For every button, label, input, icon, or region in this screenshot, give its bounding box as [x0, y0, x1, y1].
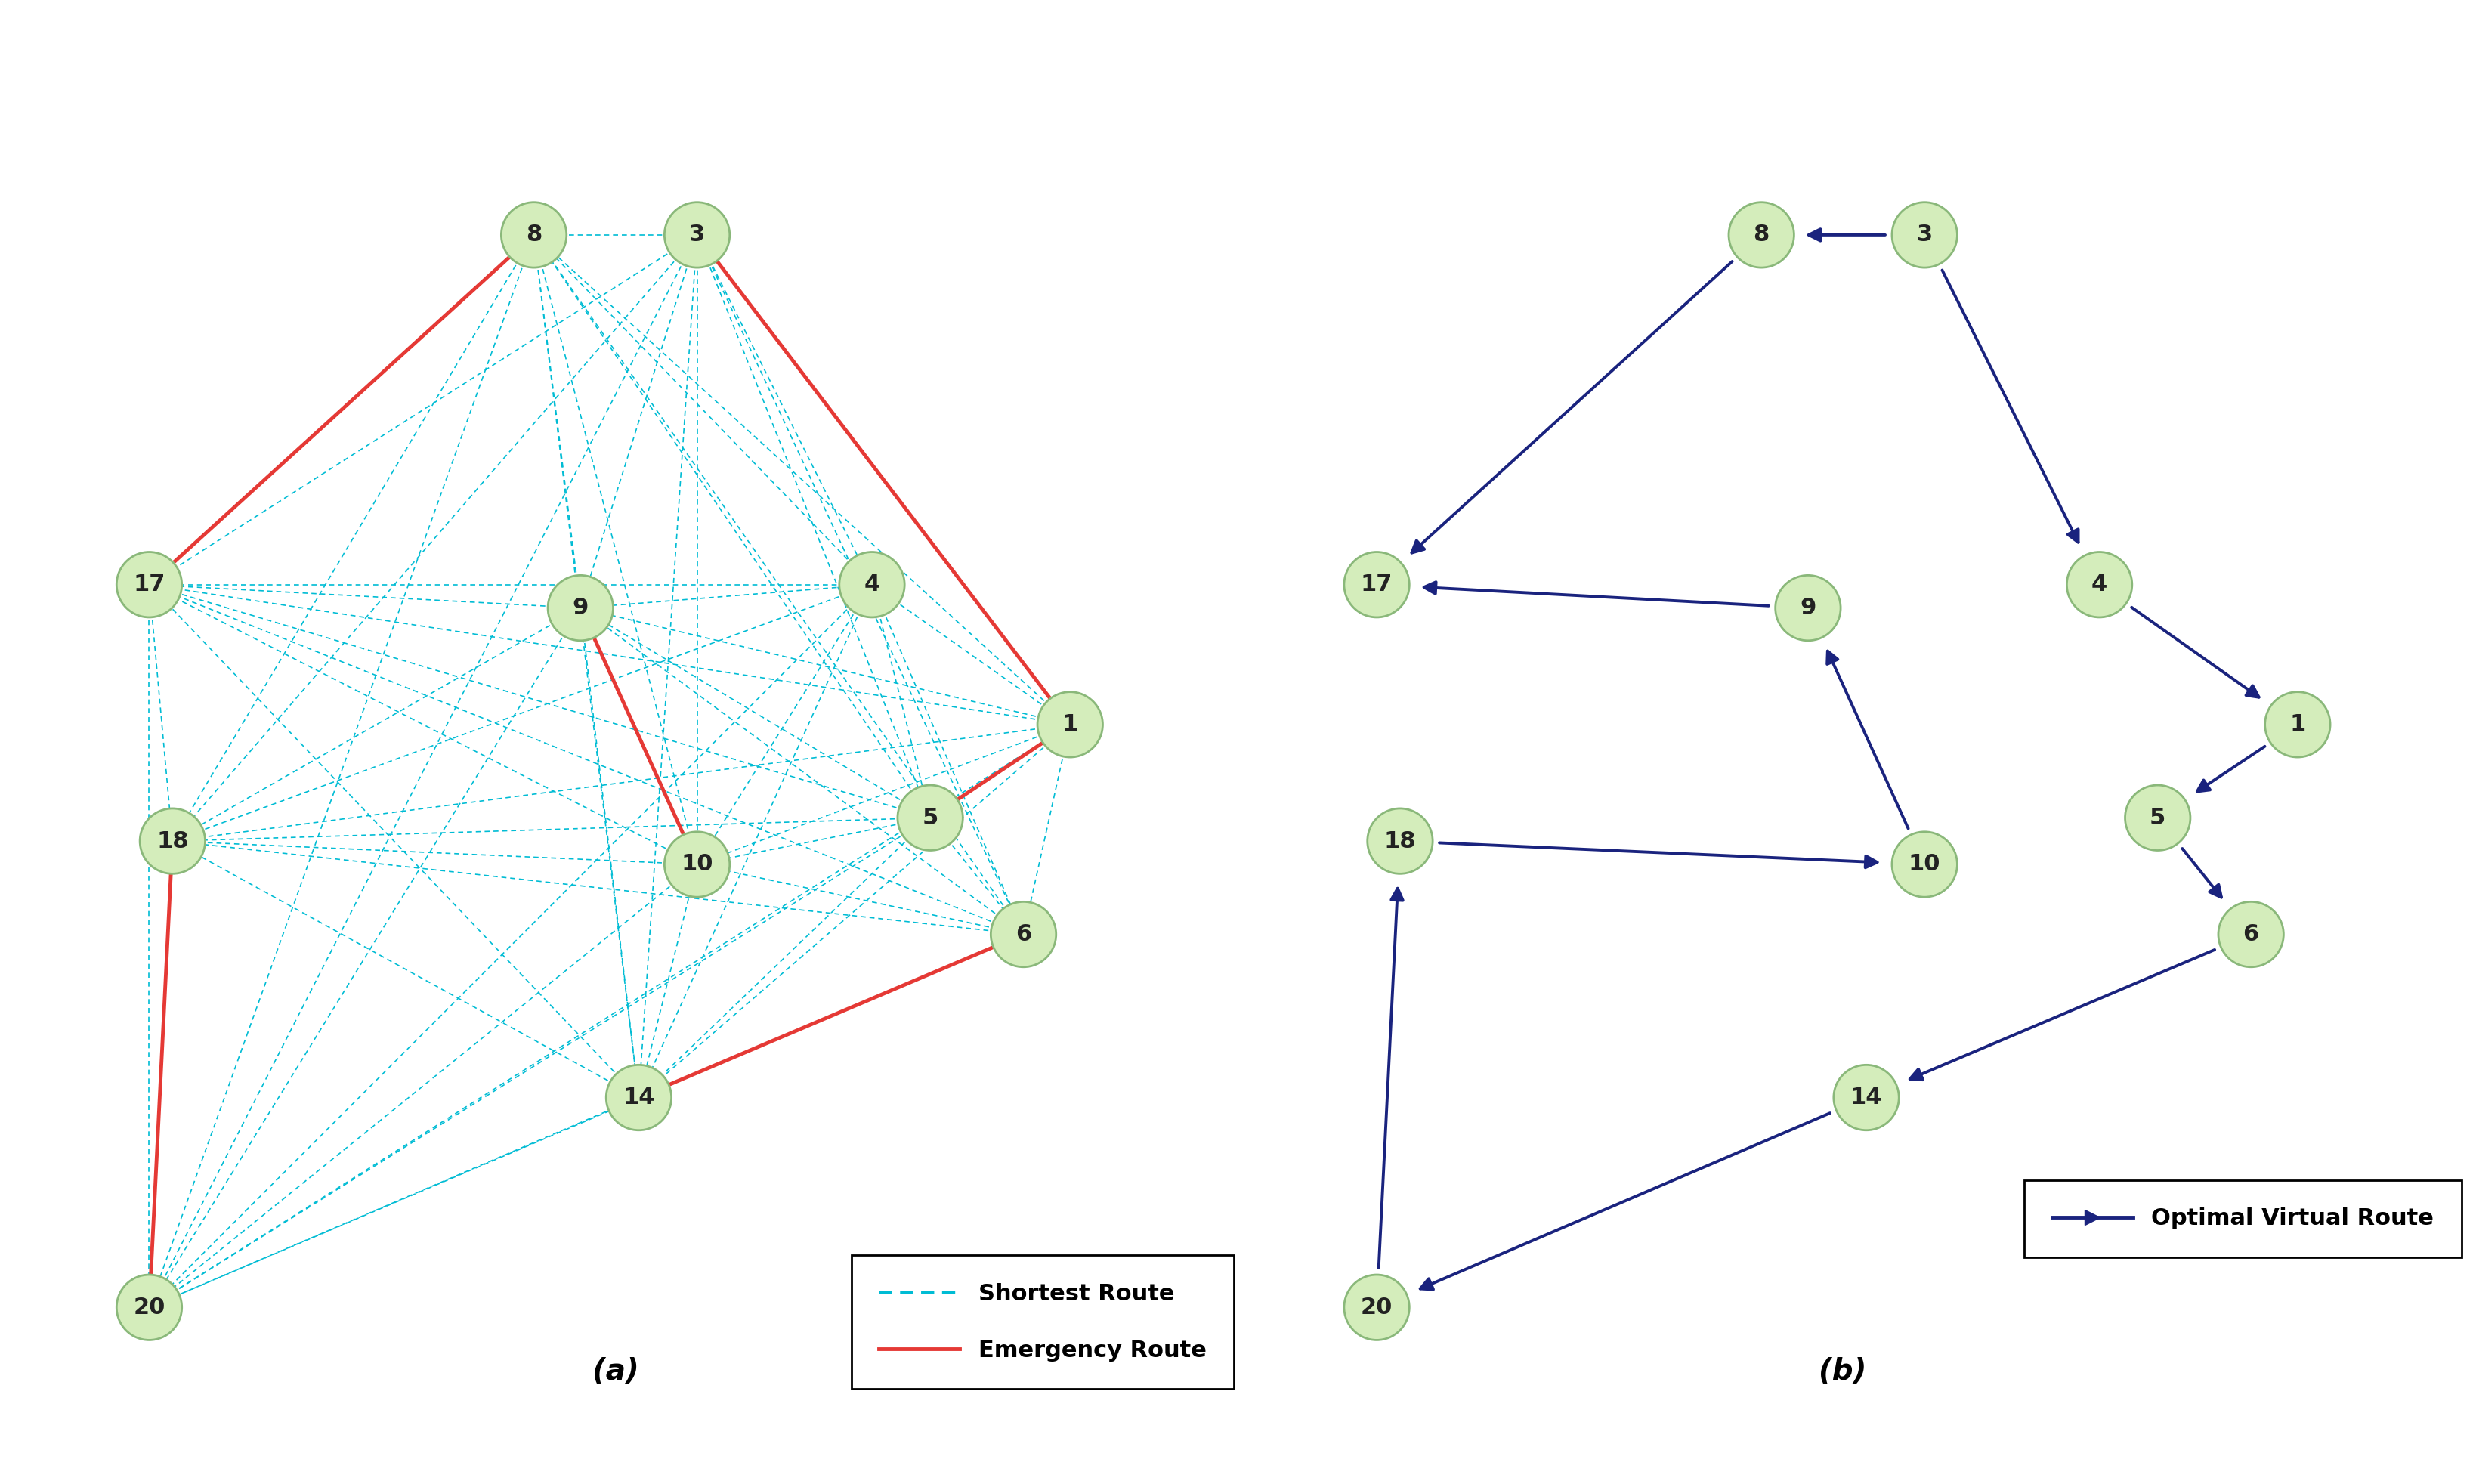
- Circle shape: [1775, 576, 1840, 641]
- Text: 14: 14: [1850, 1086, 1882, 1109]
- Text: 10: 10: [1909, 853, 1941, 876]
- Circle shape: [607, 1066, 671, 1131]
- Text: 9: 9: [572, 597, 589, 619]
- Circle shape: [1835, 1066, 1899, 1131]
- Text: 1: 1: [1062, 714, 1077, 736]
- Text: 4: 4: [864, 574, 879, 595]
- Circle shape: [500, 202, 567, 267]
- Circle shape: [1728, 202, 1795, 267]
- Text: 6: 6: [2243, 923, 2258, 945]
- Circle shape: [2266, 692, 2330, 757]
- Legend: Shortest Route, Emergency Route: Shortest Route, Emergency Route: [852, 1255, 1233, 1389]
- Circle shape: [2124, 785, 2191, 850]
- Text: 17: 17: [1362, 574, 1392, 595]
- Circle shape: [1344, 552, 1409, 617]
- Text: 20: 20: [1362, 1297, 1392, 1318]
- Text: 18: 18: [156, 830, 188, 852]
- Circle shape: [1367, 809, 1434, 874]
- Circle shape: [1344, 1275, 1409, 1340]
- Text: 18: 18: [1384, 830, 1416, 852]
- Text: 14: 14: [624, 1086, 654, 1109]
- Circle shape: [1037, 692, 1102, 757]
- Circle shape: [990, 902, 1057, 968]
- Text: 10: 10: [681, 853, 713, 876]
- Circle shape: [664, 831, 730, 896]
- Circle shape: [139, 809, 206, 874]
- Legend: Optimal Virtual Route: Optimal Virtual Route: [2025, 1180, 2461, 1257]
- Circle shape: [2067, 552, 2132, 617]
- Circle shape: [2218, 902, 2283, 968]
- Text: 17: 17: [134, 574, 166, 595]
- Circle shape: [899, 785, 963, 850]
- Circle shape: [1892, 202, 1956, 267]
- Text: 1: 1: [2290, 714, 2305, 736]
- Text: 8: 8: [525, 224, 542, 246]
- Circle shape: [547, 576, 614, 641]
- Circle shape: [839, 552, 904, 617]
- Text: 5: 5: [2149, 807, 2166, 828]
- Text: 3: 3: [688, 224, 706, 246]
- Text: (b): (b): [1820, 1358, 1867, 1386]
- Circle shape: [664, 202, 730, 267]
- Circle shape: [116, 552, 181, 617]
- Text: 9: 9: [1800, 597, 1815, 619]
- Text: 4: 4: [2092, 574, 2107, 595]
- Circle shape: [116, 1275, 181, 1340]
- Text: 20: 20: [134, 1297, 166, 1318]
- Text: 6: 6: [1015, 923, 1032, 945]
- Circle shape: [1892, 831, 1956, 896]
- Text: (a): (a): [592, 1358, 639, 1386]
- Text: 8: 8: [1753, 224, 1770, 246]
- Text: 5: 5: [921, 807, 938, 828]
- Text: 3: 3: [1916, 224, 1934, 246]
